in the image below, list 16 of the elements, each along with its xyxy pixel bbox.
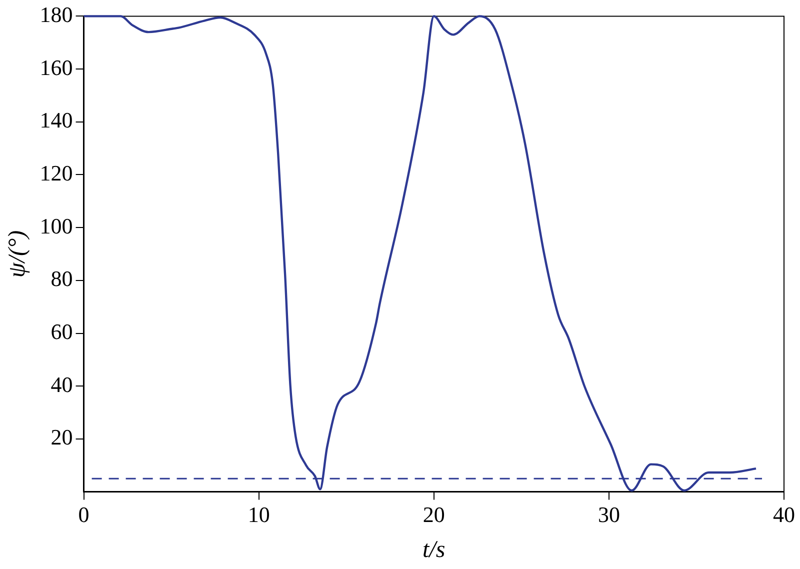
y-tick-label: 40: [50, 372, 73, 397]
x-tick-label: 40: [773, 502, 795, 527]
y-tick-label: 80: [50, 266, 73, 292]
x-tick-label: 30: [598, 502, 620, 527]
y-tick-label: 120: [40, 160, 73, 186]
y-tick-label: 60: [50, 319, 73, 344]
y-tick-label: 20: [50, 424, 73, 450]
y-axis-title: ψ/(°): [4, 230, 31, 278]
y-tick-label: 160: [40, 54, 73, 80]
y-tick-label: 100: [40, 213, 73, 238]
y-tick-label: 180: [40, 2, 73, 27]
x-tick-label: 10: [248, 502, 270, 527]
x-tick-label: 0: [78, 502, 90, 527]
y-tick-label: 140: [40, 108, 73, 133]
x-tick-label: 20: [422, 502, 445, 527]
x-axis-title: t/s: [422, 536, 446, 563]
